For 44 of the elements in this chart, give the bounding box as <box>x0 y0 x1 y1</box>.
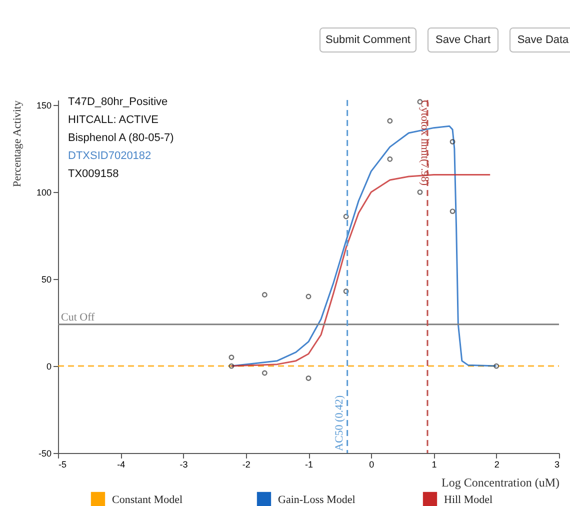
annotation: T47D_80hr_Positive <box>68 96 168 108</box>
point <box>306 376 312 381</box>
point <box>262 370 268 376</box>
point <box>343 214 349 220</box>
x-tick-label: -2 <box>242 460 250 470</box>
x-tick-label: 2 <box>494 460 500 470</box>
legend-label: Hill Model <box>444 494 493 506</box>
annotation: DTXSID7020182 <box>68 150 152 162</box>
point <box>387 118 393 124</box>
point <box>450 208 456 214</box>
legend-label: Constant Model <box>112 494 183 506</box>
point <box>417 189 423 195</box>
x-tick-label: -3 <box>180 460 188 470</box>
ref-line-label: Cut Off <box>61 311 96 324</box>
x-tick-label: -5 <box>58 460 67 470</box>
point <box>343 288 349 294</box>
x-tick-label: 1 <box>432 460 437 470</box>
x-tick-label: -4 <box>117 460 126 470</box>
point <box>494 363 500 369</box>
y-tick-label: 100 <box>36 188 52 198</box>
y-tick-label: -50 <box>38 448 52 458</box>
point <box>387 156 393 162</box>
y-tick-label: 0 <box>46 362 52 372</box>
text: Save Data <box>517 34 570 46</box>
point <box>262 292 268 298</box>
y-axis-title: Percentage Activity <box>11 100 24 187</box>
x-tick-label: 3 <box>554 460 560 470</box>
y-tick-label: 150 <box>36 100 52 111</box>
x-tick-label: 0 <box>369 460 374 470</box>
x-axis-title: Log Concentration (uM) <box>442 476 560 490</box>
point <box>228 363 234 369</box>
annotation: TX009158 <box>68 168 119 180</box>
point <box>228 354 234 360</box>
x-tick-label: -1 <box>304 460 314 470</box>
text: Submit Comment <box>326 34 410 46</box>
point <box>450 139 456 144</box>
ref-line-label: Cytotox limit(7.98) <box>418 100 430 186</box>
legend-label: Gain-Loss Model <box>278 494 356 506</box>
annotation: HITCALL: ACTIVE <box>68 114 158 126</box>
ref-line-label: AC50 (0.42) <box>333 395 346 451</box>
text: Save Chart <box>435 34 491 46</box>
y-tick-label: 50 <box>41 274 52 285</box>
point <box>306 294 312 300</box>
annotation: Bisphenol A (80-05-7) <box>68 132 174 144</box>
